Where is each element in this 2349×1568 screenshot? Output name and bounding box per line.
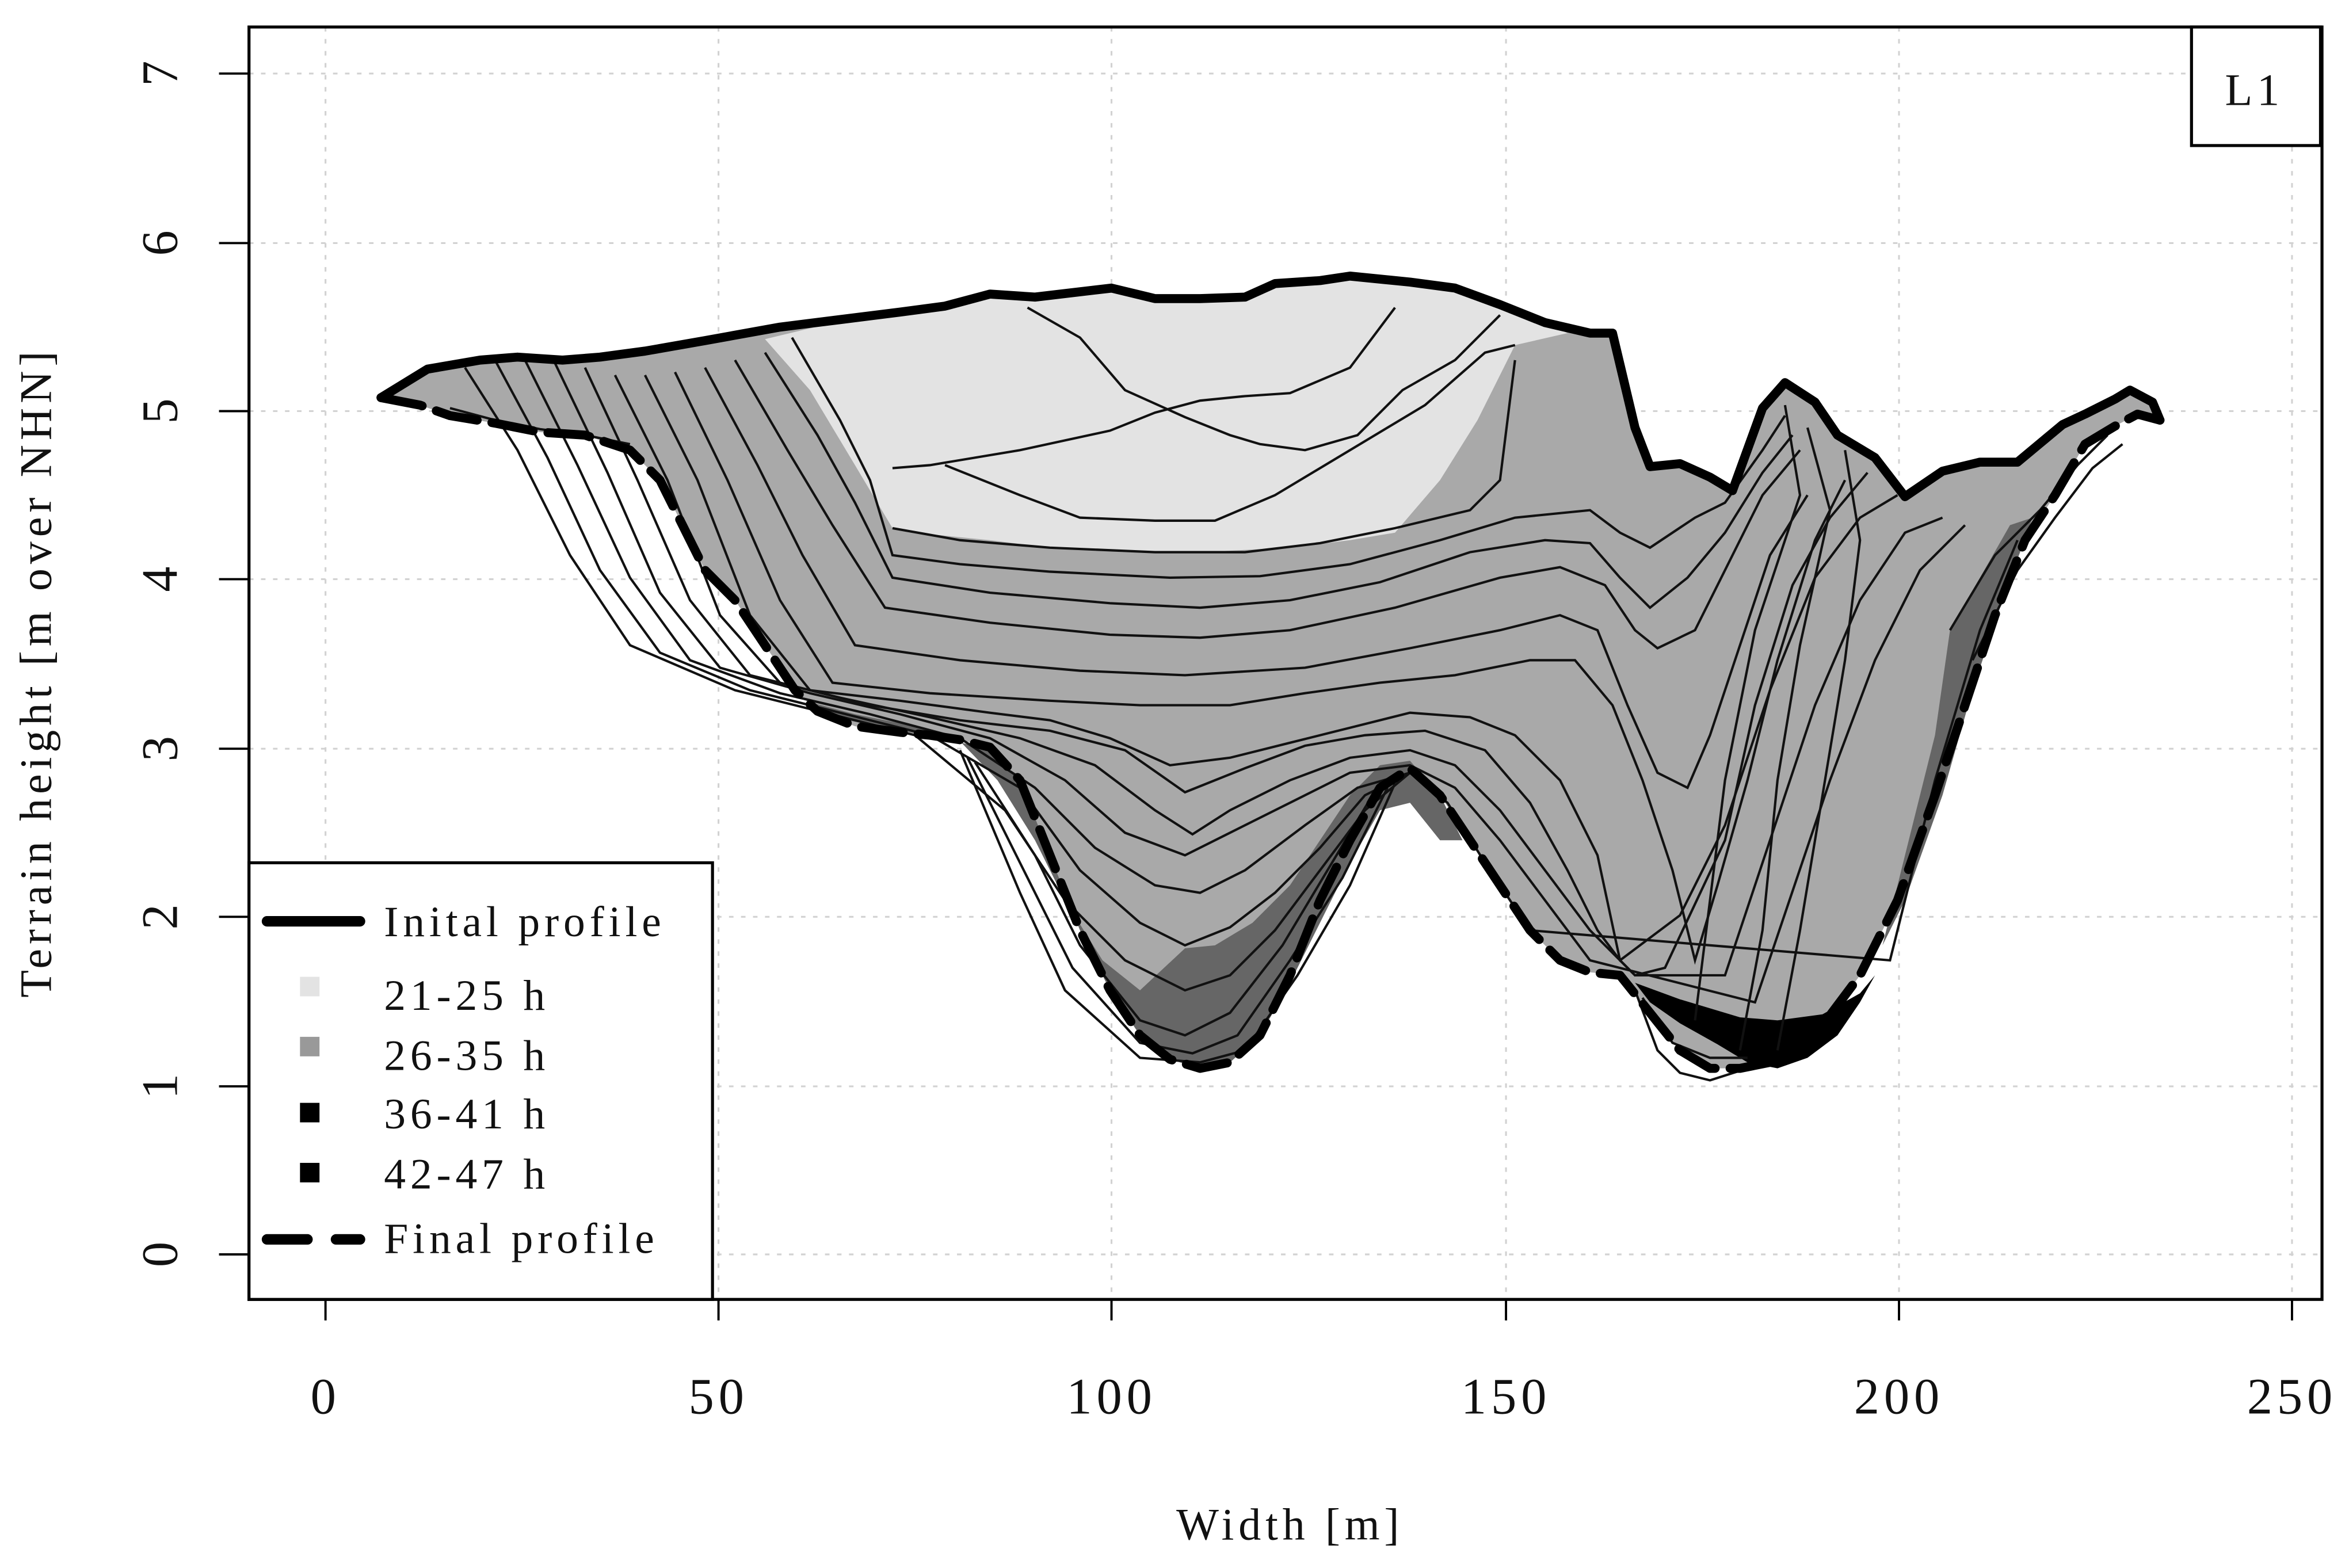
erosion-fill-42-47h bbox=[1635, 975, 1875, 1069]
y-tick-labels: 0 1 2 3 4 5 6 7 bbox=[132, 61, 189, 1268]
x-axis-ticks bbox=[324, 1299, 2293, 1321]
legend-swatch-21-25h-icon bbox=[300, 976, 320, 997]
y-axis-label: Terrain height [m over NHN] bbox=[11, 347, 61, 998]
legend-swatch-26-35h-icon bbox=[300, 1036, 320, 1056]
y-tick-label: 6 bbox=[132, 230, 189, 255]
x-tick-label: 200 bbox=[1854, 1368, 1944, 1425]
y-tick-label: 5 bbox=[132, 398, 189, 424]
legend-swatch-42-47h-icon bbox=[300, 1162, 320, 1182]
final-profile-line bbox=[376, 393, 2165, 1073]
y-tick-label: 1 bbox=[132, 1074, 189, 1099]
legend-label: 42-47 h bbox=[384, 1150, 550, 1198]
y-tick-label: 0 bbox=[132, 1242, 189, 1267]
y-tick-label: 4 bbox=[132, 566, 189, 592]
y-tick-label: 2 bbox=[132, 904, 189, 929]
panel-label: L1 bbox=[2225, 65, 2284, 115]
x-tick-labels: 0 50 100 150 200 250 bbox=[311, 1368, 2337, 1425]
legend-label: Final profile bbox=[384, 1215, 658, 1262]
x-tick-label: 50 bbox=[688, 1368, 748, 1425]
x-tick-label: 150 bbox=[1461, 1368, 1551, 1425]
legend-label: 21-25 h bbox=[384, 972, 550, 1020]
x-tick-label: 0 bbox=[311, 1368, 341, 1425]
panel-label-box: L1 bbox=[2190, 25, 2323, 147]
x-axis-label: Width [m] bbox=[1176, 1499, 1404, 1549]
initial-profile-line bbox=[376, 271, 2165, 501]
legend-label: Inital profile bbox=[384, 898, 665, 946]
legend-label: 36-41 h bbox=[384, 1090, 550, 1138]
y-axis-ticks bbox=[219, 72, 249, 1256]
y-tick-label: 3 bbox=[132, 736, 189, 761]
legend: Inital profile 21-25 h 26-35 h 36-41 h 4… bbox=[247, 861, 714, 1301]
contour-lines bbox=[449, 306, 2123, 1082]
erosion-fill-26-35h bbox=[381, 276, 2160, 1069]
legend-label: 26-35 h bbox=[384, 1032, 550, 1079]
x-tick-label: 100 bbox=[1066, 1368, 1156, 1425]
y-tick-label: 7 bbox=[132, 61, 189, 86]
x-tick-label: 250 bbox=[2247, 1368, 2337, 1425]
plot-frame bbox=[247, 25, 2324, 1301]
legend-swatch-36-41h-icon bbox=[300, 1102, 320, 1123]
